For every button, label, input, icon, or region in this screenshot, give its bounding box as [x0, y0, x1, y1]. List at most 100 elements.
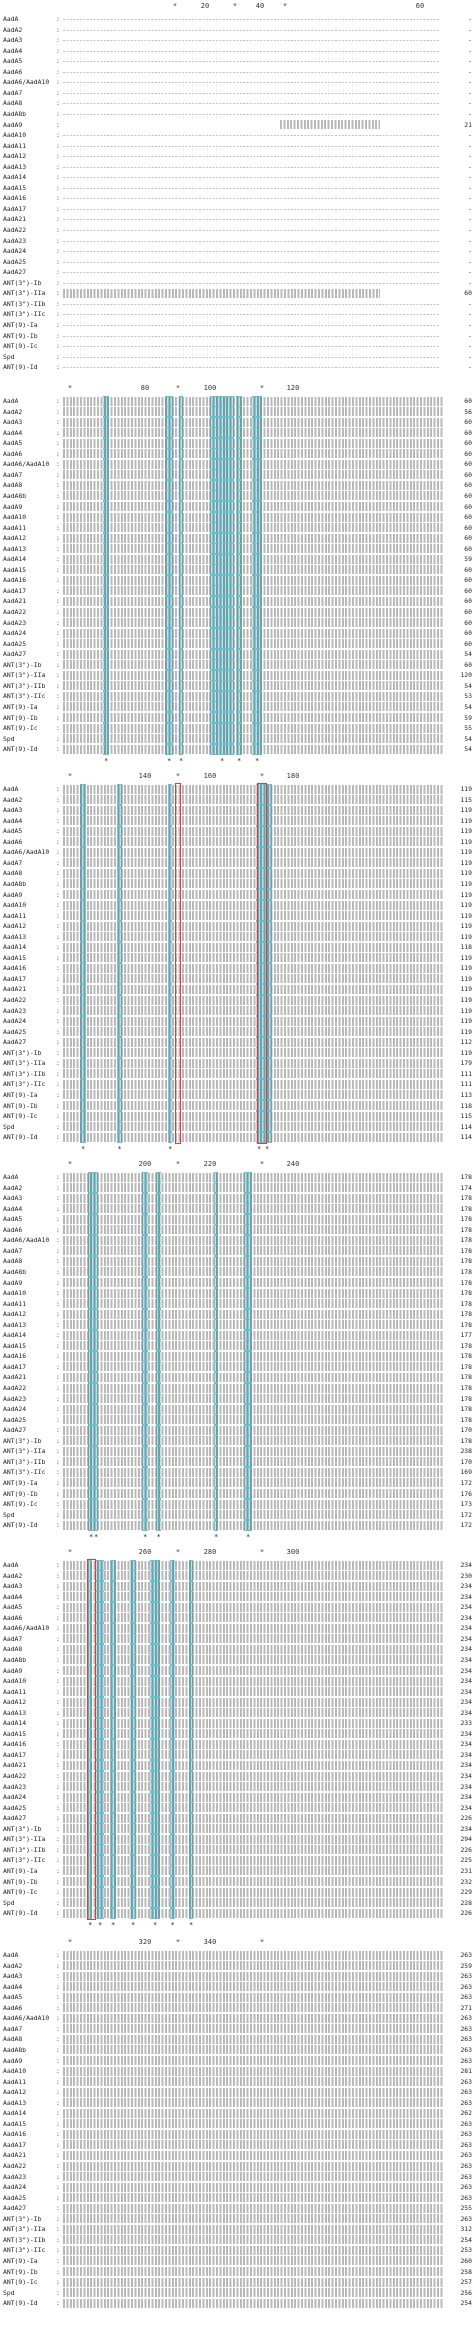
end-position: 234	[460, 1761, 472, 1770]
separator: :	[56, 2088, 60, 2097]
aligned-sequence	[63, 2235, 443, 2245]
aligned-sequence	[63, 1855, 443, 1865]
sequence-name: AadA9	[3, 120, 23, 129]
sequence-name: ANT(3")-IIb	[3, 2235, 46, 2244]
end-position: -	[468, 36, 472, 45]
aligned-sequence	[63, 346, 440, 348]
conservation-mark: *	[168, 1144, 173, 1153]
end-position: 263	[460, 2172, 472, 2181]
end-position: 234	[460, 1729, 472, 1738]
conservation-mark: *	[98, 1920, 103, 1929]
aligned-sequence	[63, 282, 440, 284]
end-position: 60	[464, 418, 472, 427]
separator: :	[56, 1447, 60, 1456]
separator: :	[56, 827, 60, 836]
separator: :	[56, 418, 60, 427]
end-position: 60	[464, 608, 472, 616]
aligned-sequence	[63, 1079, 443, 1089]
end-position: 178	[460, 1320, 472, 1329]
aligned-sequence	[63, 1655, 443, 1665]
conserved-column-highlight	[179, 396, 183, 755]
sequence-name: AadA13	[3, 1708, 27, 1717]
aligned-sequence	[63, 417, 443, 427]
sequence-name: AadA7	[3, 1246, 23, 1255]
alignment-row: ANT(9)-Ib: 232	[0, 1877, 475, 1887]
separator: :	[56, 1877, 60, 1886]
end-position: 226	[460, 1909, 472, 1918]
sequence-name: ANT(3")-IIc	[3, 692, 46, 701]
separator: :	[56, 1069, 60, 1078]
separator: :	[56, 491, 60, 500]
sequence-name: AadA25	[3, 1415, 27, 1424]
alignment-row: ANT(3")-Ib: 60	[0, 660, 475, 670]
alignment-row: AadA25: 178	[0, 1415, 475, 1425]
end-position: 54	[464, 734, 472, 743]
end-position: 177	[460, 1331, 472, 1340]
alignment-row: AadA27: 54	[0, 649, 475, 659]
end-position: 263	[460, 2077, 472, 2086]
separator: :	[56, 1803, 60, 1812]
aligned-sequence	[63, 2288, 443, 2298]
separator: :	[56, 2014, 60, 2023]
separator: :	[56, 608, 60, 616]
separator: :	[56, 692, 60, 701]
aligned-sequence	[63, 1676, 443, 1686]
ruler-tick-label: *	[67, 772, 73, 780]
alignment-row: AadA23: 60	[0, 618, 475, 628]
separator: :	[56, 702, 60, 711]
end-position: 234	[460, 1582, 472, 1591]
sequence-name: ANT(3")-IIb	[3, 681, 46, 690]
end-position: 234	[460, 1772, 472, 1780]
aligned-sequence	[63, 795, 443, 805]
alignment-row: ANT(9)-Id: -	[0, 362, 475, 372]
alignment-row: ANT(9)-Ic: 257	[0, 2277, 475, 2287]
alignment-row: AadA11: 119	[0, 911, 475, 921]
end-position: 229	[460, 1888, 472, 1897]
sequence-name: AadA15	[3, 1341, 27, 1350]
end-position: 178	[460, 1278, 472, 1287]
aligned-sequence	[63, 198, 440, 200]
alignment-row: AadA6: 234	[0, 1613, 475, 1623]
end-position: 263	[460, 1993, 472, 2002]
alignment-row: ANT(9)-Ic: 115	[0, 1111, 475, 1121]
sequence-name: AadA2	[3, 1183, 23, 1192]
alignment-row: AadA27: 170	[0, 1425, 475, 1435]
ruler-tick-label: 100	[203, 384, 217, 392]
separator: :	[56, 257, 60, 266]
aligned-sequence	[63, 2034, 443, 2044]
conservation-mark: *	[88, 1920, 93, 1929]
aligned-sequence	[63, 2277, 443, 2287]
aligned-sequence	[63, 1446, 443, 1456]
aligned-sequence	[63, 2224, 443, 2234]
conservation-line: * * * * * * *	[0, 1920, 475, 1930]
end-position: -	[468, 67, 472, 76]
alignment-row: AadA12: 263	[0, 2087, 475, 2097]
separator: :	[56, 713, 60, 722]
end-position: 115	[460, 795, 472, 804]
separator: :	[56, 2278, 60, 2287]
alignment-row: AadA17: 178	[0, 1362, 475, 1372]
end-position: 119	[460, 911, 472, 920]
separator: :	[56, 724, 60, 733]
separator: :	[56, 204, 60, 213]
sequence-name: AadA23	[3, 1006, 27, 1015]
end-position: 234	[460, 1698, 472, 1707]
alignment-row: ANT(9)-Id: 54	[0, 744, 475, 754]
alignment-row: AadA23: 263	[0, 2172, 475, 2182]
end-position: 60	[464, 449, 472, 458]
alignment-row: ANT(3")-IIa: 60	[0, 288, 475, 298]
sequence-name: AadA17	[3, 1362, 27, 1371]
aligned-sequence	[63, 879, 443, 889]
sequence-name: ANT(3")-IIc	[3, 1080, 46, 1089]
aligned-sequence	[63, 628, 443, 638]
separator: :	[56, 1436, 60, 1445]
separator: :	[56, 88, 60, 97]
alignment-row: AadA22: 178	[0, 1383, 475, 1393]
conservation-mark: *	[167, 756, 172, 765]
separator: :	[56, 141, 60, 150]
sequence-name: AadA12	[3, 2088, 27, 2097]
separator: :	[56, 2077, 60, 2086]
separator: :	[56, 1750, 60, 1759]
sequence-name: AadA8	[3, 869, 23, 878]
alignment-row: ANT(3")-IIc: 225	[0, 1855, 475, 1865]
